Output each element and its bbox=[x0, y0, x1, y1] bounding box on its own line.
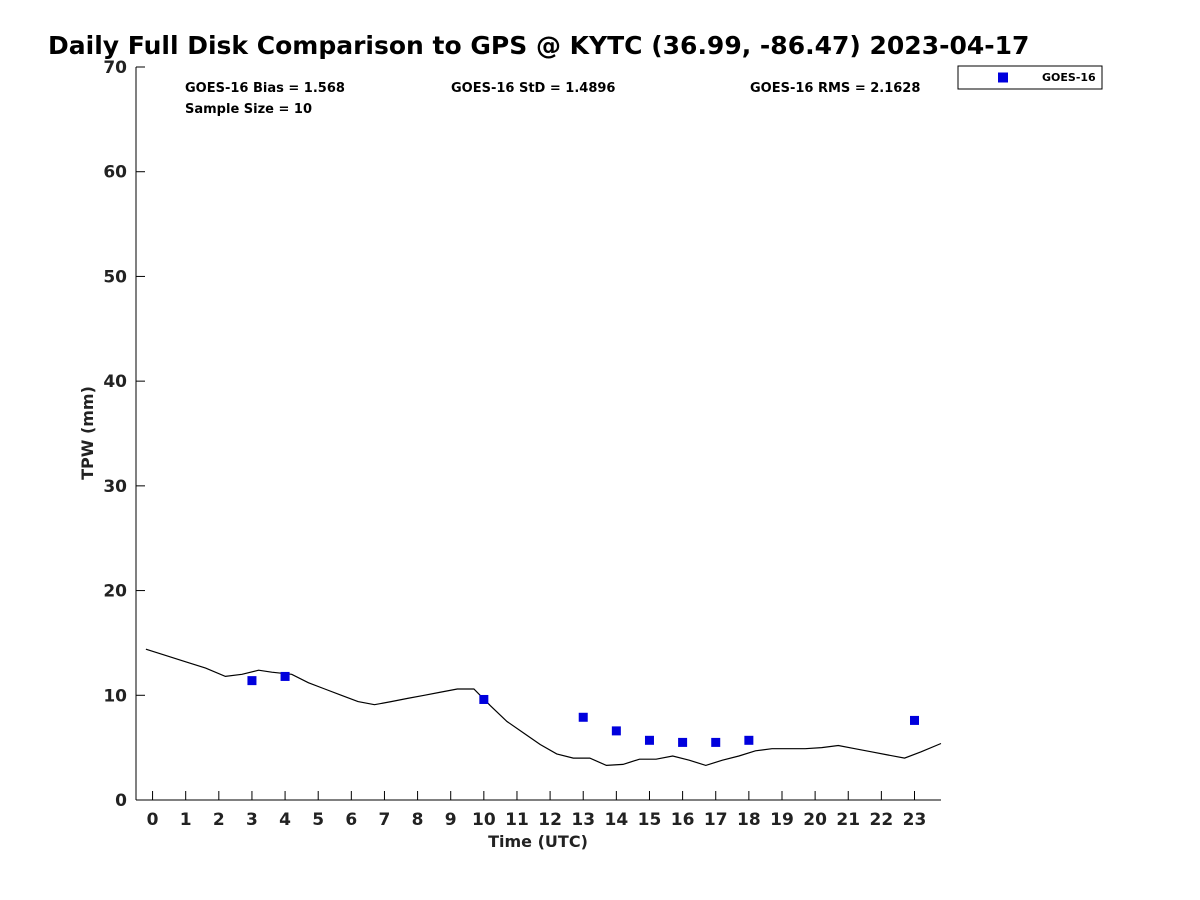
x-tick-label: 13 bbox=[571, 810, 595, 830]
x-tick-label: 20 bbox=[803, 810, 827, 830]
y-tick-label: 30 bbox=[103, 477, 127, 497]
x-tick-label: 15 bbox=[638, 810, 662, 830]
gps-tpw-line bbox=[145, 648, 942, 767]
y-axis-ticks: 0 10 20 30 40 50 60 70 bbox=[103, 58, 145, 811]
stat-bias: GOES-16 Bias = 1.568 bbox=[185, 81, 345, 96]
goes16-point bbox=[711, 737, 721, 747]
x-tick-label: 21 bbox=[836, 810, 860, 830]
goes16-point bbox=[578, 712, 588, 722]
x-tick-label: 9 bbox=[445, 810, 457, 830]
goes16-point bbox=[678, 737, 688, 747]
x-tick-label: 5 bbox=[312, 810, 324, 830]
x-tick-label: 16 bbox=[671, 810, 695, 830]
gps-line-layer bbox=[145, 648, 942, 767]
y-tick-label: 50 bbox=[103, 267, 127, 287]
y-tick-label: 10 bbox=[103, 686, 127, 706]
x-tick-label: 3 bbox=[246, 810, 258, 830]
x-tick-label: 6 bbox=[345, 810, 357, 830]
legend-label-goes16: GOES-16 bbox=[1042, 71, 1096, 84]
legend-box bbox=[957, 65, 1103, 90]
x-tick-label: 8 bbox=[412, 810, 424, 830]
x-tick-label: 2 bbox=[213, 810, 225, 830]
legend: GOES-16 bbox=[957, 65, 1103, 90]
x-axis-ticks: 0 1 2 3 4 5 6 7 8 9 10 11 12 13 14 15 16 17 18 19 20 21 22 23 bbox=[147, 791, 927, 830]
stat-sample-size: Sample Size = 10 bbox=[185, 102, 312, 117]
y-tick-label: 40 bbox=[103, 372, 127, 392]
x-tick-label: 11 bbox=[505, 810, 529, 830]
chart-title: Daily Full Disk Comparison to GPS @ KYTC… bbox=[48, 31, 1029, 60]
x-tick-label: 23 bbox=[903, 810, 927, 830]
x-tick-label: 22 bbox=[870, 810, 894, 830]
y-tick-label: 70 bbox=[103, 58, 127, 78]
goes16-point bbox=[247, 676, 257, 686]
x-tick-label: 17 bbox=[704, 810, 728, 830]
goes16-point bbox=[479, 694, 489, 704]
x-tick-label: 0 bbox=[147, 810, 159, 830]
goes16-point bbox=[611, 726, 621, 736]
x-tick-label: 4 bbox=[279, 810, 291, 830]
goes16-point bbox=[644, 735, 654, 745]
x-tick-label: 18 bbox=[737, 810, 761, 830]
x-tick-label: 7 bbox=[379, 810, 391, 830]
x-tick-label: 19 bbox=[770, 810, 794, 830]
y-tick-label: 0 bbox=[115, 791, 127, 811]
goes16-points-layer bbox=[247, 671, 919, 747]
stat-std: GOES-16 StD = 1.4896 bbox=[451, 81, 615, 96]
stat-rms: GOES-16 RMS = 2.1628 bbox=[750, 81, 920, 96]
x-tick-label: 12 bbox=[538, 810, 562, 830]
goes16-point bbox=[744, 735, 754, 745]
goes16-point bbox=[909, 715, 919, 725]
axes bbox=[135, 67, 941, 801]
y-axis-label: TPW (mm) bbox=[78, 386, 97, 480]
goes16-point bbox=[280, 671, 290, 681]
y-tick-label: 20 bbox=[103, 582, 127, 602]
x-tick-label: 14 bbox=[605, 810, 629, 830]
legend-marker-square bbox=[998, 72, 1008, 83]
x-tick-label: 10 bbox=[472, 810, 496, 830]
x-axis-label: Time (UTC) bbox=[488, 832, 588, 851]
y-tick-label: 60 bbox=[103, 163, 127, 183]
x-tick-label: 1 bbox=[180, 810, 192, 830]
